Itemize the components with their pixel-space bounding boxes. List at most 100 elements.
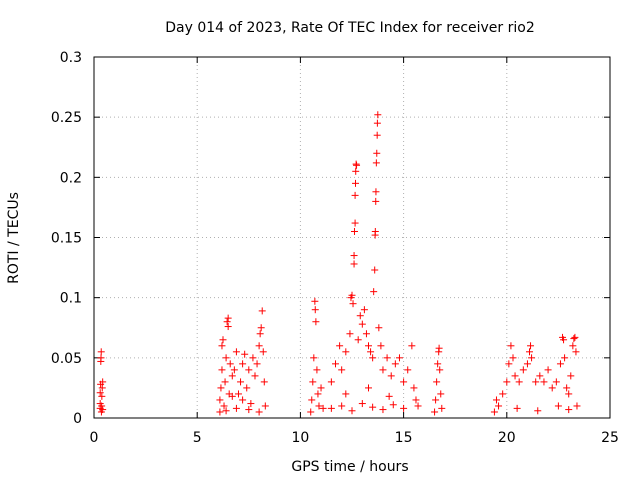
x-tick-label: 0	[90, 430, 99, 446]
y-tick-label: 0	[73, 411, 82, 427]
data-point	[404, 366, 412, 374]
data-point	[434, 360, 442, 368]
data-point	[222, 354, 230, 362]
data-point	[408, 342, 416, 350]
data-point	[532, 378, 540, 386]
y-tick-label: 0.15	[51, 231, 82, 247]
data-point	[400, 404, 408, 412]
data-point	[367, 348, 375, 356]
data-point	[249, 354, 257, 362]
data-point	[365, 342, 373, 350]
data-point	[395, 354, 403, 362]
data-point	[389, 401, 397, 409]
data-point	[565, 406, 573, 414]
y-tick-label: 0.05	[51, 351, 82, 367]
data-point	[358, 320, 366, 328]
data-point	[315, 402, 323, 410]
data-point	[372, 197, 380, 205]
data-point	[571, 333, 579, 341]
data-point	[224, 314, 232, 322]
data-point	[97, 354, 105, 362]
data-point	[259, 348, 267, 356]
data-point	[387, 372, 395, 380]
data-point	[362, 330, 370, 338]
data-point	[523, 360, 531, 368]
data-point	[319, 404, 327, 412]
data-point	[556, 360, 564, 368]
data-point	[432, 396, 440, 404]
data-point	[552, 378, 560, 386]
data-point	[526, 348, 534, 356]
data-point	[490, 408, 498, 416]
y-tick-label: 0.1	[60, 291, 82, 307]
data-point	[243, 384, 251, 392]
data-point	[365, 384, 373, 392]
data-point	[349, 300, 357, 308]
data-point	[495, 402, 503, 410]
data-point	[218, 366, 226, 374]
y-tick-label: 0.25	[51, 110, 82, 126]
data-point	[255, 342, 263, 350]
data-point	[503, 378, 511, 386]
data-point	[218, 342, 226, 350]
data-point	[261, 402, 269, 410]
data-point	[216, 408, 224, 416]
data-point	[247, 400, 255, 408]
data-point	[338, 366, 346, 374]
data-point	[350, 260, 358, 268]
data-point	[370, 288, 378, 296]
data-point	[372, 159, 380, 167]
data-point	[433, 378, 441, 386]
data-point	[400, 378, 408, 386]
chart-title: Day 014 of 2023, Rate Of TEC Index for r…	[165, 20, 535, 36]
data-point	[217, 384, 225, 392]
data-point	[507, 342, 515, 350]
data-point	[554, 402, 562, 410]
data-point	[309, 378, 317, 386]
data-point	[379, 366, 387, 374]
data-point	[350, 252, 358, 260]
data-point	[222, 407, 230, 415]
y-axis-tick-labels: 0 0.05 0.1 0.15 0.2 0.25 0.3	[51, 50, 82, 427]
data-point	[311, 297, 319, 305]
data-point	[99, 406, 107, 414]
x-tick-label: 25	[601, 430, 619, 446]
data-point	[241, 350, 249, 358]
data-point	[436, 366, 444, 374]
data-point	[505, 360, 513, 368]
data-point	[373, 149, 381, 157]
data-point	[374, 111, 382, 119]
data-point	[391, 360, 399, 368]
data-point	[226, 360, 234, 368]
data-point	[353, 161, 361, 169]
data-point	[351, 219, 359, 227]
y-tick-label: 0.3	[60, 50, 82, 66]
data-point	[544, 366, 552, 374]
data-point	[346, 330, 354, 338]
data-point	[98, 402, 106, 410]
data-point	[354, 336, 362, 344]
data-point	[534, 407, 542, 415]
data-point	[509, 354, 517, 362]
data-point	[221, 378, 229, 386]
data-point	[527, 342, 535, 350]
data-point	[369, 354, 377, 362]
data-point	[371, 227, 379, 235]
data-point	[431, 408, 439, 416]
data-point	[373, 119, 381, 127]
data-point	[511, 372, 519, 380]
data-point	[573, 402, 581, 410]
data-point	[239, 360, 247, 368]
data-point	[251, 372, 259, 380]
data-point	[513, 404, 521, 412]
data-point	[98, 392, 106, 400]
data-point	[219, 336, 227, 344]
data-point	[358, 400, 366, 408]
y-tick-label: 0.2	[60, 170, 82, 186]
data-point	[255, 408, 263, 416]
data-point	[237, 378, 245, 386]
data-point	[379, 406, 387, 414]
data-point	[253, 360, 261, 368]
data-point	[230, 366, 238, 374]
